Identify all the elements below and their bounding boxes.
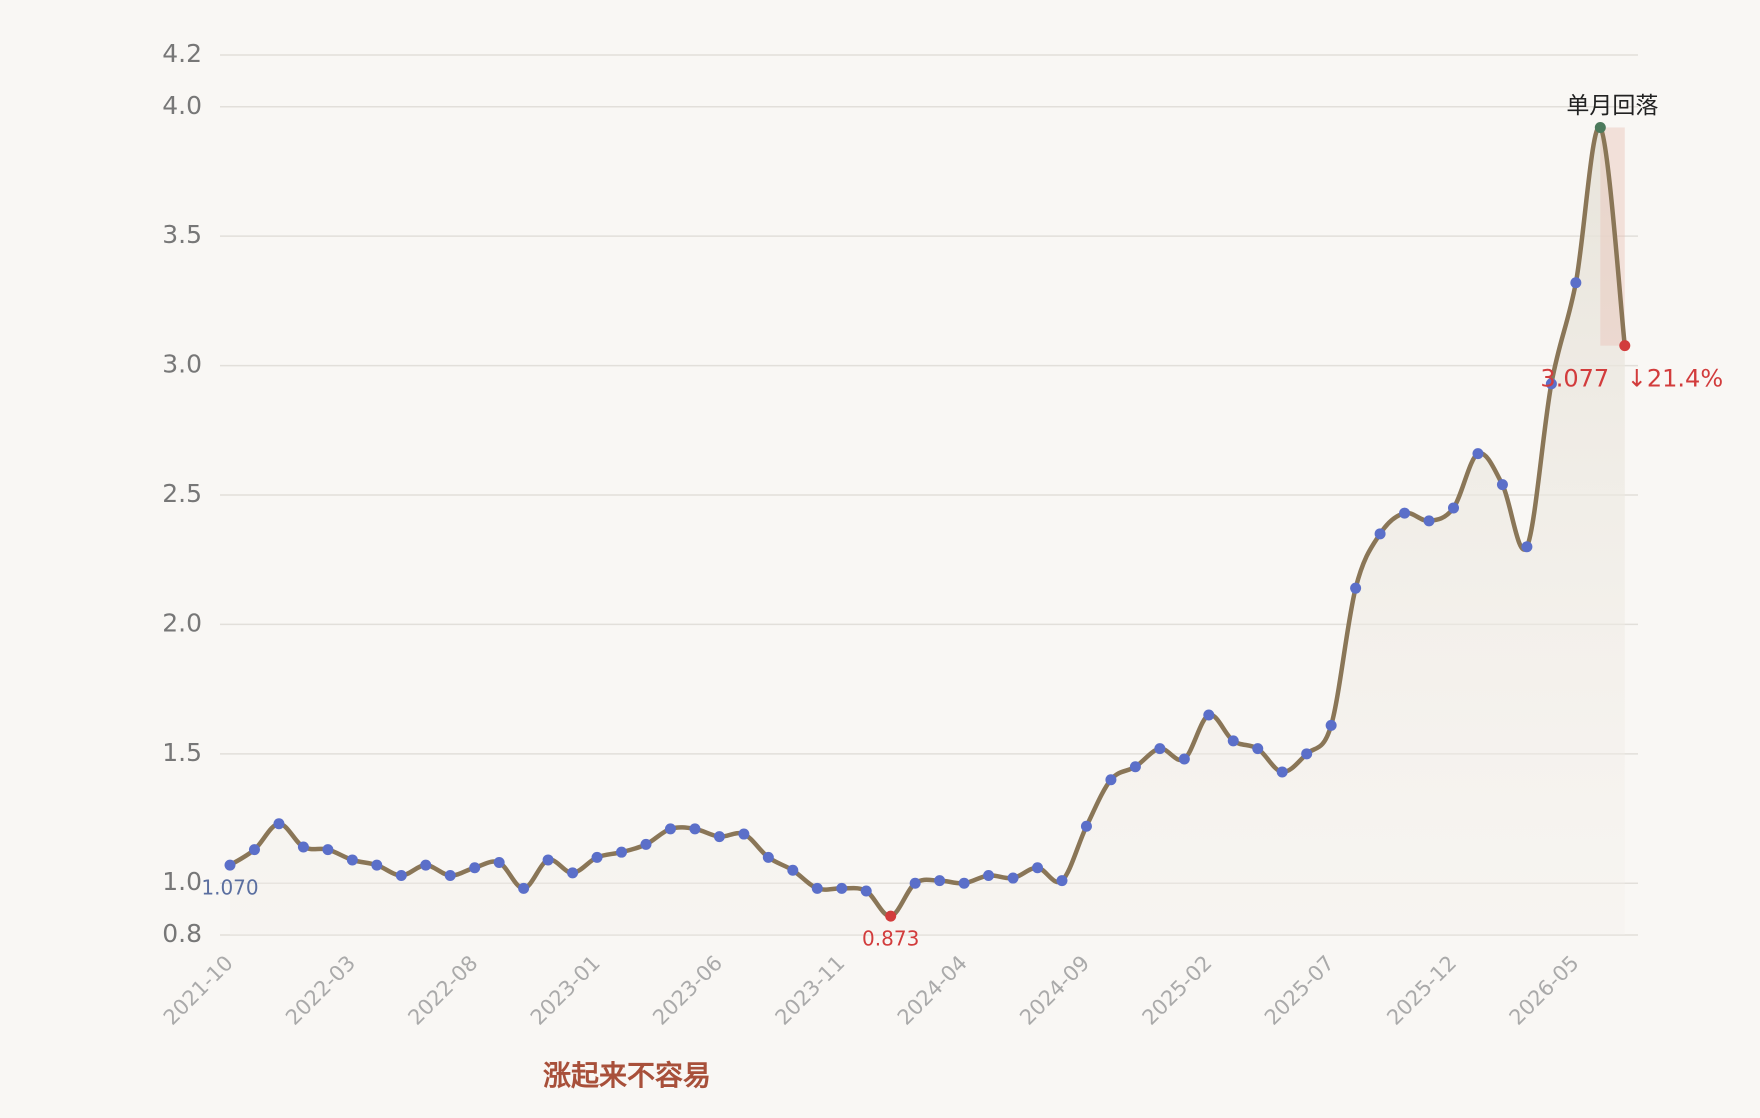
x-tick-label: 2025-02	[1138, 951, 1217, 1030]
y-tick-label: 3.5	[162, 220, 202, 249]
point	[738, 828, 750, 840]
x-tick-label: 2026-05	[1505, 951, 1584, 1030]
point	[860, 885, 872, 897]
x-tick-label: 2022-03	[281, 951, 360, 1030]
point	[1545, 378, 1557, 390]
point	[616, 846, 628, 858]
point	[518, 882, 530, 894]
point	[909, 877, 921, 889]
x-tick-label: 2024-04	[893, 951, 972, 1030]
point	[1154, 743, 1166, 755]
point	[1301, 748, 1313, 760]
x-tick-label: 2023-11	[771, 951, 850, 1030]
point	[1594, 121, 1606, 133]
point	[1570, 277, 1582, 289]
point	[1178, 753, 1190, 765]
point	[689, 823, 701, 835]
point	[346, 854, 358, 866]
point	[1227, 735, 1239, 747]
point	[1423, 515, 1435, 527]
point	[420, 859, 432, 871]
point	[836, 882, 848, 894]
point	[713, 831, 725, 843]
point	[1619, 340, 1631, 352]
point	[811, 882, 823, 894]
point	[542, 854, 554, 866]
y-tick-label: 1.5	[162, 738, 202, 767]
annotation: 单月回落	[1566, 93, 1658, 119]
point	[493, 857, 505, 869]
value-label: 0.873	[862, 927, 919, 951]
x-tick-label: 2021-10	[159, 951, 238, 1030]
point	[1105, 774, 1117, 786]
point	[1448, 502, 1459, 514]
x-tick-label: 2023-01	[526, 951, 605, 1030]
y-tick-label: 2.5	[162, 479, 202, 508]
point	[371, 859, 383, 871]
point	[983, 869, 995, 881]
x-tick-label: 2022-08	[403, 951, 482, 1030]
point	[1032, 862, 1044, 874]
point	[591, 851, 603, 863]
point	[1521, 541, 1533, 553]
point	[469, 862, 481, 874]
point	[787, 864, 799, 876]
point	[224, 859, 236, 871]
x-tick-label: 2025-07	[1260, 951, 1339, 1030]
point	[1056, 875, 1068, 887]
point	[664, 823, 676, 835]
x-tick-label: 2023-06	[648, 951, 727, 1030]
annotation: ↓21.4%	[1627, 365, 1723, 393]
point	[297, 841, 309, 853]
caption: 涨起来不容易	[543, 1059, 711, 1092]
y-tick-label: 3.0	[162, 350, 202, 379]
point	[1350, 582, 1362, 594]
point	[1472, 448, 1484, 460]
point	[1203, 709, 1215, 721]
point	[1374, 528, 1386, 540]
y-tick-label: 4.0	[162, 91, 202, 120]
point	[395, 869, 407, 881]
value-label: 3.077	[1540, 365, 1609, 393]
point	[1129, 761, 1141, 773]
point	[567, 867, 579, 879]
point	[322, 844, 334, 856]
point	[444, 869, 456, 881]
point	[1325, 719, 1337, 731]
point	[1399, 507, 1411, 519]
point	[958, 877, 970, 889]
point	[640, 838, 652, 850]
x-tick-label: 2024-09	[1015, 951, 1094, 1030]
point	[248, 844, 260, 856]
y-tick-label: 2.0	[162, 608, 202, 637]
area-fill	[230, 126, 1625, 936]
point	[1007, 872, 1019, 884]
value-label: 1.070	[201, 876, 258, 900]
point	[1252, 743, 1264, 755]
point	[273, 818, 285, 830]
point	[1080, 820, 1092, 832]
point	[1496, 479, 1508, 491]
y-tick-label: 4.2	[162, 39, 202, 68]
point	[1276, 766, 1288, 778]
y-tick-label: 1.0	[162, 867, 202, 896]
point	[762, 851, 774, 863]
y-tick-label: 0.8	[162, 919, 202, 948]
point	[934, 875, 946, 887]
point	[885, 910, 897, 922]
x-tick-label: 2025-12	[1382, 951, 1461, 1030]
